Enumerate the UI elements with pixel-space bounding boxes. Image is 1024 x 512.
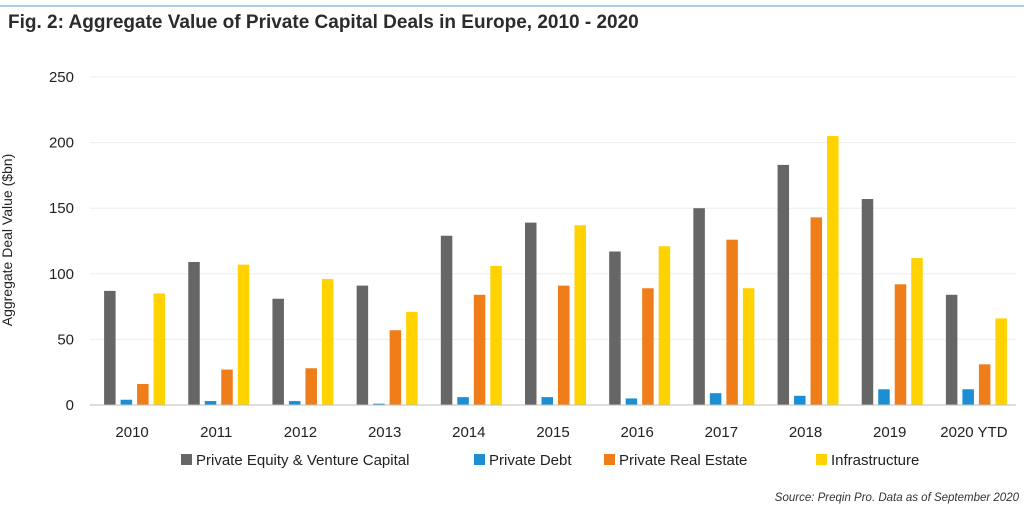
bar (558, 285, 570, 405)
x-tick-label: 2010 (115, 424, 148, 441)
bar (574, 225, 586, 405)
x-axis: 2010 2011 2012 2013 2014 2015 2016 2017 2018 2019… (115, 424, 1007, 441)
bar (541, 397, 553, 405)
x-tick-label: 2015 (536, 424, 569, 441)
legend-label: Private Debt (489, 452, 572, 469)
bar (237, 264, 250, 405)
y-tick-label: 50 (57, 331, 74, 348)
bar (288, 401, 301, 405)
x-tick-label: 2014 (452, 424, 485, 441)
bar (693, 208, 705, 405)
bar (525, 222, 537, 405)
bar (642, 288, 654, 405)
bar (440, 235, 453, 405)
bar (709, 393, 722, 405)
y-tick-label: 200 (49, 135, 74, 152)
x-tick-label: 2012 (284, 424, 317, 441)
bar (490, 265, 502, 405)
bar (204, 401, 217, 405)
bar (742, 288, 755, 405)
legend-swatch (816, 454, 827, 465)
x-tick-label: 2017 (705, 424, 738, 441)
y-tick-label: 0 (66, 397, 74, 414)
legend-label: Infrastructure (831, 452, 919, 469)
bar (827, 136, 839, 406)
bar (120, 399, 133, 405)
legend-swatch (604, 454, 615, 465)
bars (104, 136, 1007, 406)
bar (137, 384, 149, 405)
source-note: Source: Preqin Pro. Data as of September… (775, 492, 1020, 504)
x-tick-label: 2020 YTD (940, 424, 1007, 441)
legend: Private Equity & Venture Capital Private … (181, 452, 919, 469)
legend-swatch (181, 454, 192, 465)
y-axis-label: Aggregate Deal Value ($bn) (0, 154, 15, 327)
bar (726, 239, 738, 405)
bar (911, 258, 923, 405)
y-tick-label: 250 (49, 69, 74, 86)
bar (373, 403, 385, 405)
bar (221, 369, 233, 405)
bar (625, 398, 638, 405)
bar (609, 251, 621, 405)
chart-title: Fig. 2: Aggregate Value of Private Capit… (8, 12, 639, 33)
x-tick-label: 2011 (200, 424, 232, 441)
bar (406, 311, 418, 405)
bar (777, 164, 790, 405)
bar (457, 397, 469, 405)
gridlines (90, 76, 1016, 340)
bar (389, 330, 402, 405)
bar (473, 294, 486, 405)
bar (810, 217, 823, 405)
bar (321, 279, 334, 405)
bar (188, 261, 200, 405)
y-axis: 0 50 100 150 200 250 (49, 69, 74, 414)
bar (878, 389, 890, 405)
legend-label: Private Equity & Venture Capital (196, 452, 409, 469)
x-tick-label: 2019 (873, 424, 906, 441)
bar (272, 298, 284, 405)
bar (894, 284, 907, 405)
bar (962, 389, 974, 405)
y-tick-label: 150 (49, 200, 74, 217)
bar (104, 290, 116, 405)
bar (978, 364, 991, 405)
bar (995, 318, 1007, 405)
legend-label: Private Real Estate (619, 452, 747, 469)
y-tick-label: 100 (49, 266, 74, 283)
x-tick-label: 2016 (620, 424, 653, 441)
x-tick-label: 2018 (789, 424, 822, 441)
bar (356, 285, 369, 405)
legend-swatch (474, 454, 485, 465)
bar (945, 294, 958, 405)
x-tick-label: 2013 (368, 424, 401, 441)
bar (153, 293, 166, 405)
bar (794, 395, 806, 405)
bar (305, 368, 317, 405)
bar (861, 199, 874, 405)
bar (658, 246, 671, 405)
